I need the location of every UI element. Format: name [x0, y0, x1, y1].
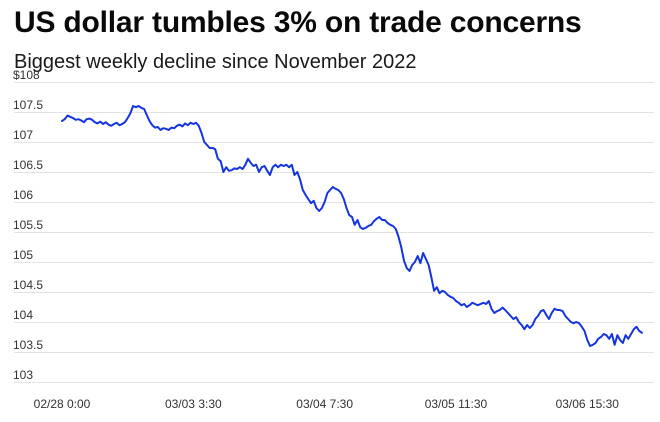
y-tick-label: 105.5: [13, 218, 43, 232]
x-tick-label: 03/05 11:30: [425, 397, 488, 411]
x-tick-label: 02/28 0:00: [34, 397, 91, 411]
chart-subtitle: Biggest weekly decline since November 20…: [14, 51, 417, 73]
series-line-usd-index: [61, 105, 643, 347]
y-tick-label: 103: [13, 368, 33, 382]
chart-title: US dollar tumbles 3% on trade concerns: [14, 6, 582, 39]
x-tick-label: 03/03 3:30: [165, 397, 222, 411]
y-tick-label: $108: [13, 68, 40, 82]
y-axis-labels: 103 103.5 104 104.5 105 105.5 106 106.5 107 107.5…: [13, 68, 43, 382]
x-axis-labels: 02/28 0:00 03/03 3:30 03/04 7:30 03/05 11:3…: [34, 397, 620, 411]
series-layer: [61, 105, 643, 347]
y-tick-label: 107: [13, 128, 33, 142]
y-tick-label: 103.5: [13, 338, 43, 352]
x-tick-label: 03/04 7:30: [296, 397, 353, 411]
x-tick-label: 03/06 15:30: [556, 397, 620, 411]
y-tick-label: 104.5: [13, 278, 43, 292]
y-tick-label: 107.5: [13, 98, 43, 112]
y-tick-label: 104: [13, 308, 33, 322]
y-tick-label: 105: [13, 248, 33, 262]
gridlines: [14, 82, 654, 383]
y-tick-label: 106: [13, 188, 33, 202]
y-tick-label: 106.5: [13, 158, 43, 172]
